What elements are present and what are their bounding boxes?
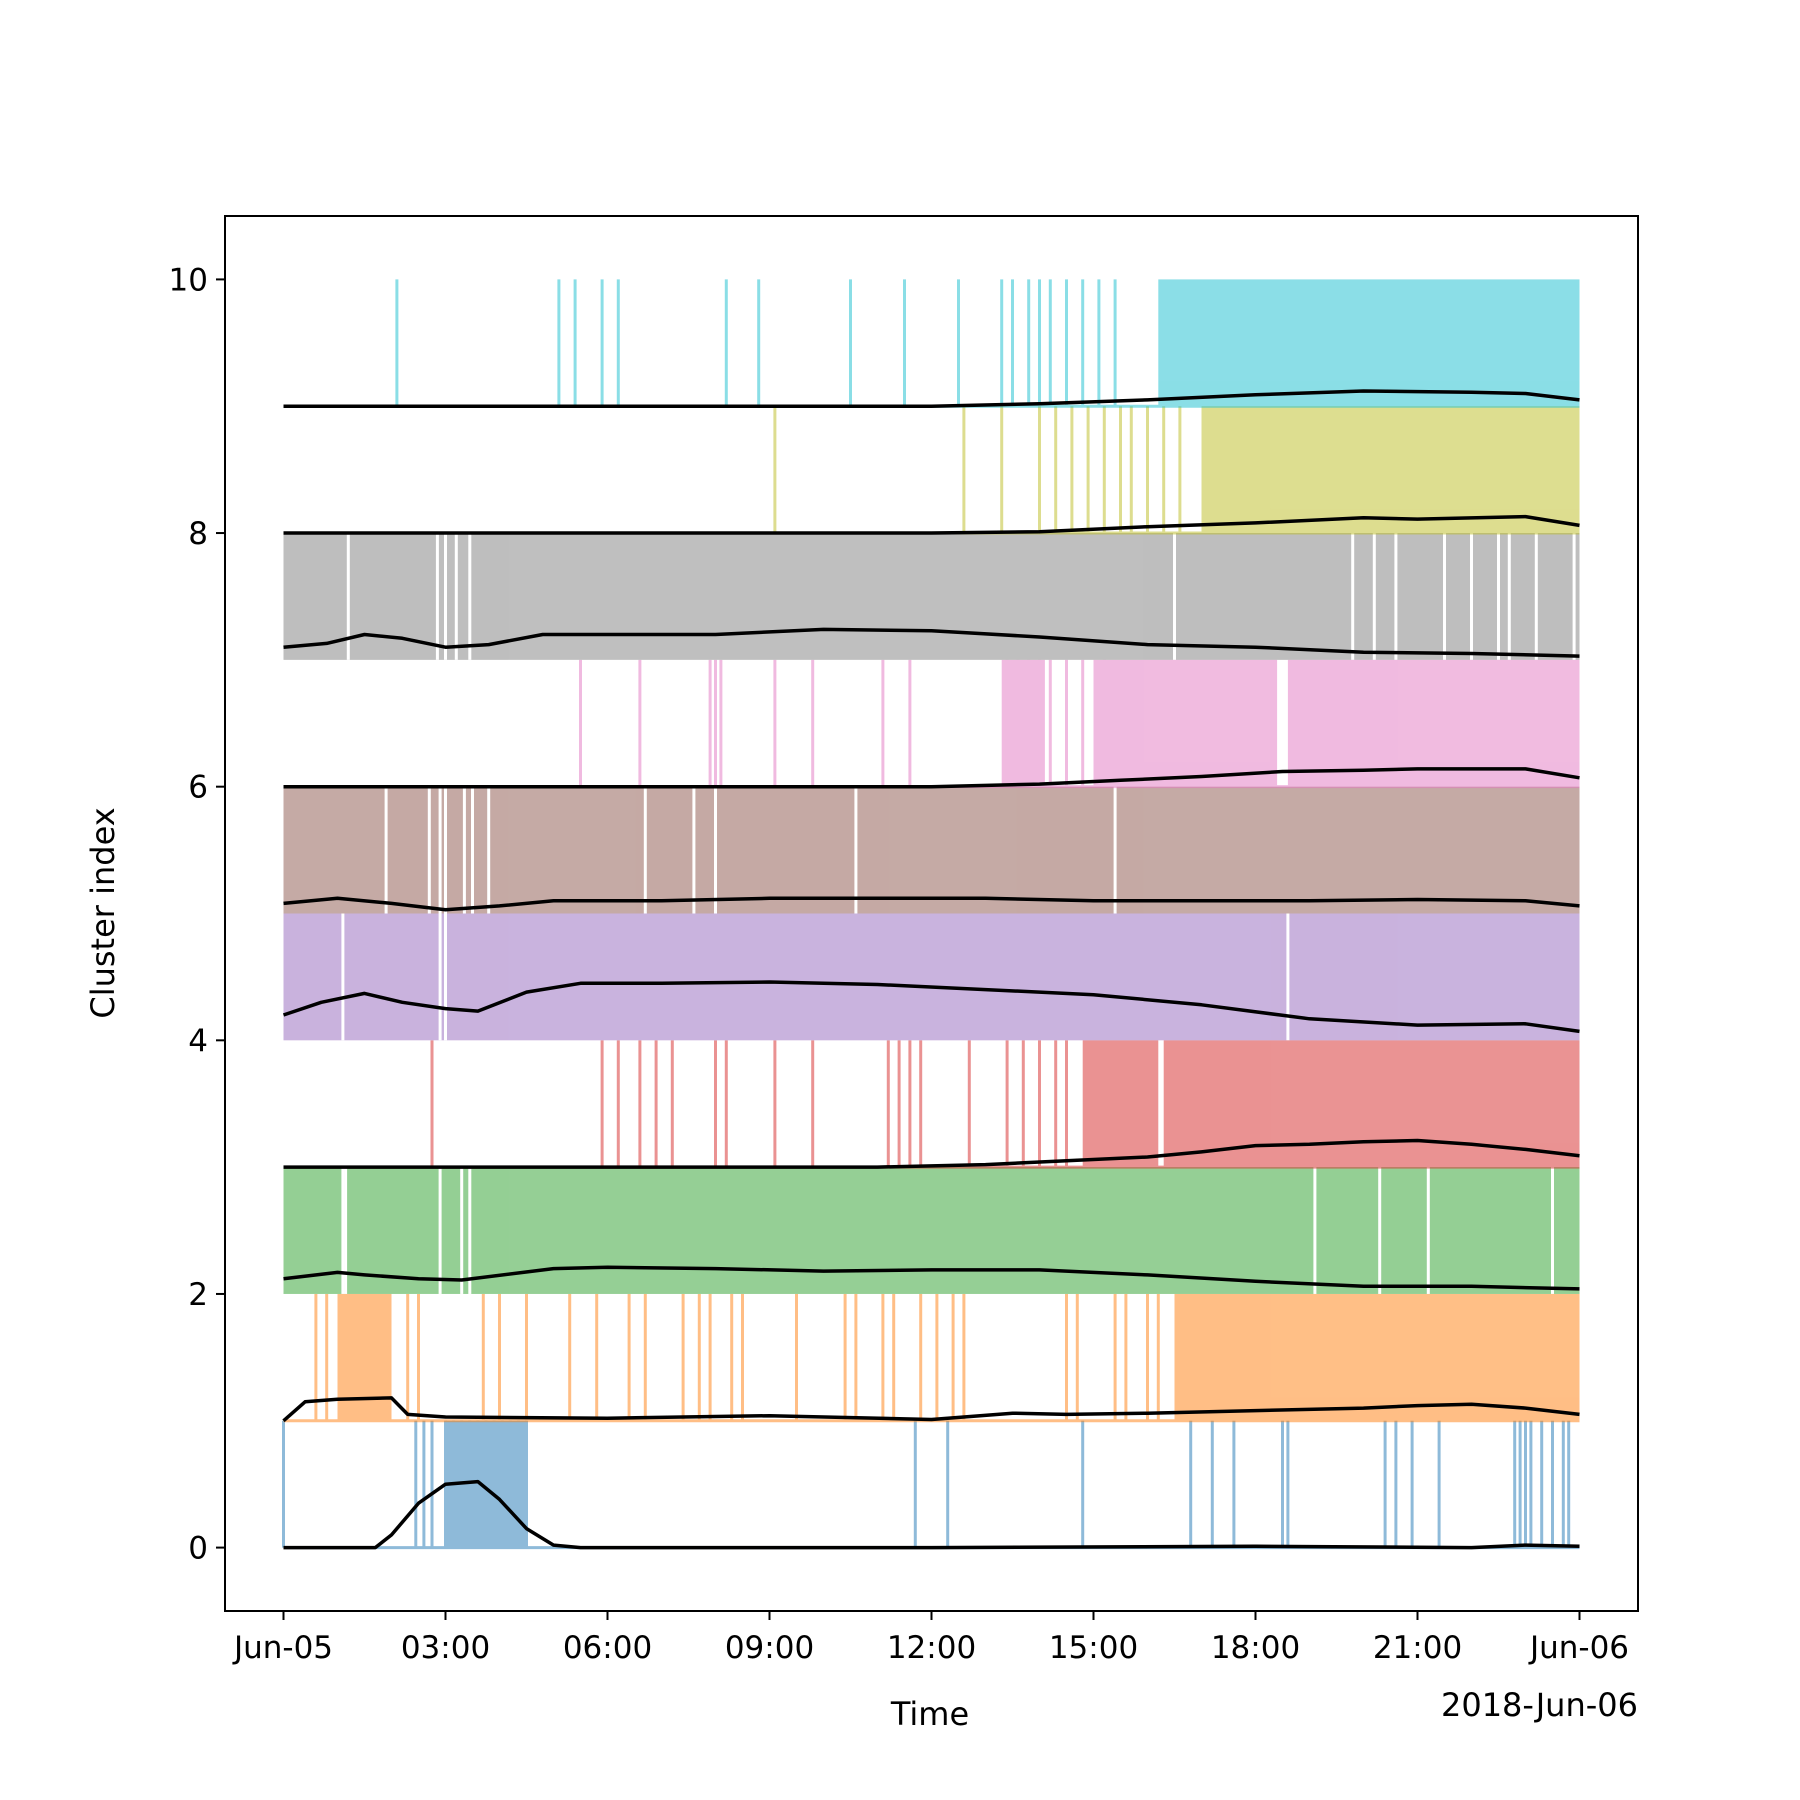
cluster-4-gap (444, 913, 447, 1041)
y-tick-label: 8 (188, 516, 208, 552)
cluster-3-fill (1082, 1040, 1159, 1168)
cluster-7-gap (1443, 533, 1446, 660)
cluster-5-gap (643, 786, 647, 914)
cluster-7-band (283, 533, 1580, 660)
cluster-2-band (283, 1167, 1580, 1294)
cluster-7-gap (444, 533, 447, 660)
cluster-7-series (283, 533, 1580, 660)
x-tick-label: Jun-06 (1528, 1630, 1629, 1666)
y-axis: 0 2 4 6 8 10 (169, 262, 225, 1567)
cluster-7-gap (1394, 533, 1398, 660)
cluster-7-gap (1173, 533, 1176, 660)
cluster-7-gap (346, 533, 350, 660)
cluster-5-mean-line (283, 896, 1580, 912)
cluster-5-gap (462, 786, 466, 914)
cluster-5-gap (471, 786, 474, 914)
cluster-7-gap (435, 533, 439, 660)
cluster-6-fill (1001, 659, 1045, 787)
cluster-7-gap (1497, 533, 1500, 660)
cluster-2-gap (1551, 1167, 1554, 1294)
cluster-5-gap (487, 786, 491, 914)
cluster-4-band (283, 913, 1580, 1041)
cluster-2-gap (1313, 1167, 1317, 1294)
cluster-5-gap (1113, 786, 1117, 914)
y-axis-label: Cluster index (84, 807, 122, 1018)
cluster-2-series (283, 1167, 1580, 1294)
y-tick-label: 2 (188, 1277, 208, 1313)
y-tick-label: 0 (188, 1531, 208, 1567)
cluster-4-gap (341, 913, 345, 1041)
cluster-7-gap (1351, 533, 1355, 660)
cluster-6-fill (1093, 659, 1278, 787)
cluster-9-mean-line (283, 389, 1580, 408)
cluster-7-mean-line (283, 627, 1580, 658)
cluster-1-series (283, 1293, 1580, 1423)
cluster-4-gap (1286, 913, 1290, 1041)
x-tick-label: Jun-05 (232, 1630, 333, 1666)
cluster-6-mean-line (283, 767, 1580, 789)
x-axis: Jun-05 03:00 06:00 09:00 12:00 15:00 18:00 21:0… (232, 1611, 1629, 1666)
x-tick-label: 06:00 (563, 1630, 652, 1666)
cluster-7-gap (1572, 533, 1576, 660)
plot-area (282, 279, 1580, 1550)
x-tick-label: 18:00 (1211, 1630, 1300, 1666)
y-tick-label: 6 (188, 770, 208, 806)
cluster-5-gap (714, 786, 717, 914)
cluster-9-series (283, 279, 1580, 408)
y-tick-label: 4 (188, 1023, 208, 1059)
cluster-5-band (283, 786, 1580, 914)
cluster-2-gap (468, 1167, 472, 1294)
cluster-4-series (283, 913, 1580, 1041)
cluster-1-mean-line (282, 1396, 1580, 1423)
cluster-1-fill (1174, 1293, 1580, 1421)
cluster-6-fill (1287, 659, 1580, 787)
cluster-8-mean-line (283, 514, 1580, 535)
cluster-2-gap (1426, 1167, 1430, 1294)
cluster-7-gap (1534, 533, 1538, 660)
x-axis-label: Time (890, 1695, 969, 1733)
cluster-7-gap (1507, 533, 1511, 660)
x-tick-label: 12:00 (887, 1630, 976, 1666)
cluster-4-gap (438, 913, 442, 1041)
cluster-2-gap (341, 1167, 345, 1294)
x-axis-offset-label: 2018-Jun-06 (1441, 1686, 1638, 1724)
cluster-6-series (283, 659, 1580, 789)
cluster-5-gap (427, 786, 431, 914)
cluster-5-gap (438, 786, 442, 914)
cluster-7-gap (1372, 533, 1376, 660)
cluster-7-gap (468, 533, 472, 660)
cluster-2-gap (1378, 1167, 1382, 1294)
cluster-2-gap (438, 1167, 442, 1294)
y-tick-label: 10 (169, 262, 208, 298)
cluster-3-series (283, 1040, 1580, 1169)
cluster-2-mean-line (283, 1265, 1580, 1291)
cluster-5-gap (444, 786, 447, 914)
cluster-2-gap (344, 1167, 348, 1294)
cluster-0-mean-line (283, 1479, 1580, 1550)
cluster-3-fill (1163, 1040, 1580, 1168)
x-tick-label: 15:00 (1049, 1630, 1138, 1666)
x-tick-label: 03:00 (401, 1630, 490, 1666)
x-tick-label: 09:00 (725, 1630, 814, 1666)
cluster-8-series (283, 406, 1580, 535)
cluster-5-series (283, 786, 1580, 914)
x-tick-label: 21:00 (1373, 1630, 1462, 1666)
cluster-1-fill (337, 1293, 392, 1421)
cluster-5-gap (692, 786, 696, 914)
cluster-2-gap (460, 1167, 464, 1294)
cluster-5-gap (854, 786, 858, 914)
cluster-8-fill (1201, 406, 1580, 534)
cluster-7-gap (454, 533, 458, 660)
cluster-5-gap (384, 786, 388, 914)
cluster-3-mean-line (283, 1138, 1580, 1169)
cluster-9-fill (1158, 279, 1580, 407)
cluster-4-mean-line (282, 980, 1580, 1034)
cluster-7-gap (1470, 533, 1473, 660)
cluster-0-series (282, 1420, 1580, 1550)
